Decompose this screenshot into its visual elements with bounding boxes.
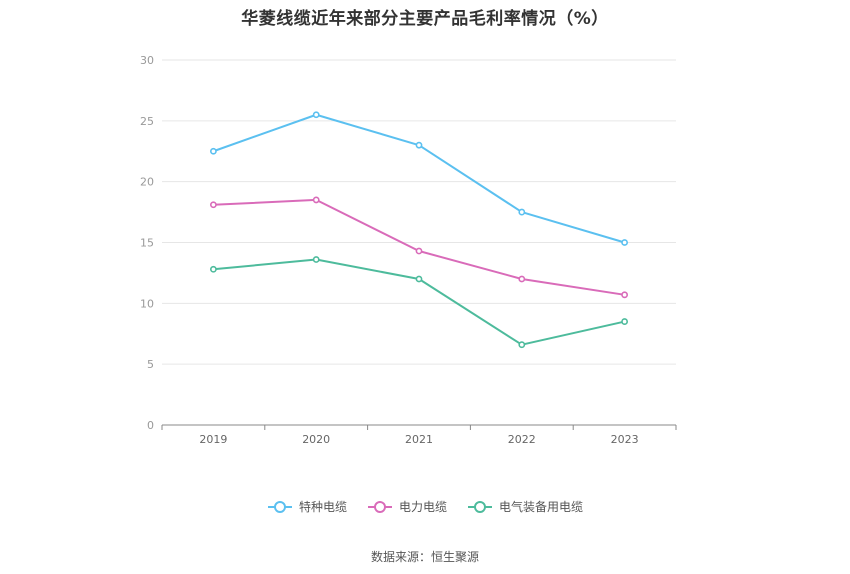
data-source-note: 数据来源：恒生聚源 xyxy=(370,550,479,564)
legend-line-marker-icon xyxy=(267,500,292,513)
data-point xyxy=(312,196,320,204)
legend-label: 特种电缆 xyxy=(298,500,347,514)
data-point xyxy=(312,256,320,263)
data-point xyxy=(209,147,217,155)
legend-item-1[interactable]: 电力电缆 xyxy=(367,498,447,515)
x-tick-label: 2021 xyxy=(405,433,433,446)
y-tick-label: 20 xyxy=(140,176,154,189)
data-point xyxy=(518,275,526,283)
legend-label: 电气装备用电缆 xyxy=(499,500,584,514)
legend-label: 电力电缆 xyxy=(398,500,447,514)
chart-title: 华菱线缆近年来部分主要产品毛利率情况（%） xyxy=(241,9,609,29)
x-tick-label: 2022 xyxy=(508,433,536,446)
legend-item-0[interactable]: 特种电缆 xyxy=(267,498,347,515)
data-point xyxy=(415,275,423,283)
data-point xyxy=(621,291,628,299)
y-tick-label: 0 xyxy=(147,419,154,432)
legend-item-2[interactable]: 电气装备用电缆 xyxy=(467,498,583,515)
chart-legend: 特种电缆 电力电缆 电气装备用电缆 xyxy=(0,498,850,515)
x-tick-label: 2023 xyxy=(611,433,639,446)
y-tick-label: 25 xyxy=(140,115,154,128)
data-point xyxy=(621,239,628,246)
y-tick-label: 5 xyxy=(147,358,154,371)
data-point xyxy=(415,247,423,255)
data-point xyxy=(518,208,526,216)
data-point xyxy=(518,341,526,349)
series-line-2 xyxy=(213,258,625,346)
y-tick-label: 15 xyxy=(140,237,154,250)
x-tick-label: 2019 xyxy=(199,433,227,446)
legend-line-marker-icon xyxy=(468,500,492,513)
data-point xyxy=(209,201,217,209)
data-point xyxy=(209,265,217,273)
y-tick-label: 10 xyxy=(140,297,154,310)
y-tick-label: 30 xyxy=(140,54,154,67)
x-tick-label: 2020 xyxy=(302,433,330,446)
data-point xyxy=(621,318,628,325)
legend-line-marker-icon xyxy=(367,500,392,513)
data-point xyxy=(312,111,320,119)
data-point xyxy=(415,141,423,149)
series-line-0 xyxy=(213,113,625,244)
